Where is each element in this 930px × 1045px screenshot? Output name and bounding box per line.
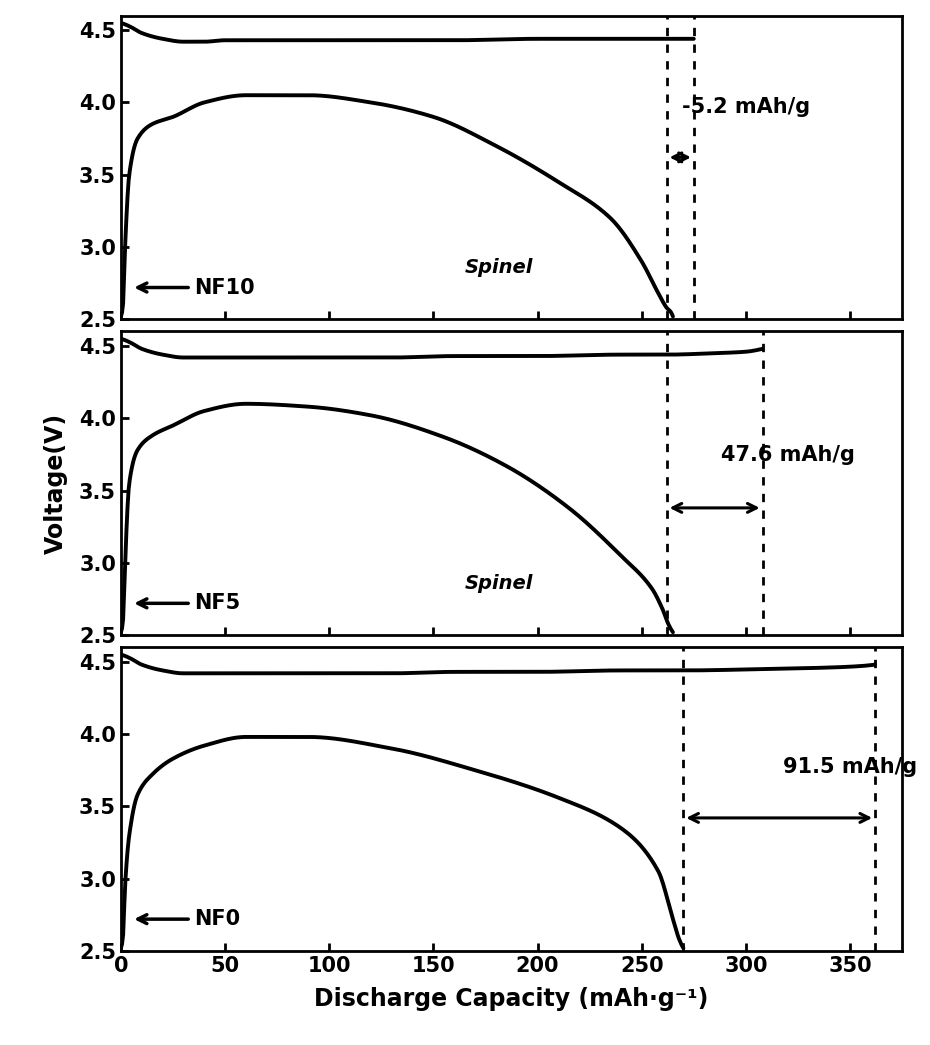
Y-axis label: Voltage(V): Voltage(V) (44, 413, 68, 554)
Text: Spinel: Spinel (465, 258, 533, 277)
Text: -5.2 mAh/g: -5.2 mAh/g (682, 97, 810, 117)
Text: NF10: NF10 (138, 278, 255, 298)
Text: 91.5 mAh/g: 91.5 mAh/g (783, 758, 917, 777)
X-axis label: Discharge Capacity (mAh·g⁻¹): Discharge Capacity (mAh·g⁻¹) (314, 986, 709, 1011)
Text: NF0: NF0 (138, 909, 240, 929)
Text: Spinel: Spinel (465, 574, 533, 593)
Text: NF5: NF5 (138, 594, 240, 613)
Text: 47.6 mAh/g: 47.6 mAh/g (721, 444, 855, 465)
